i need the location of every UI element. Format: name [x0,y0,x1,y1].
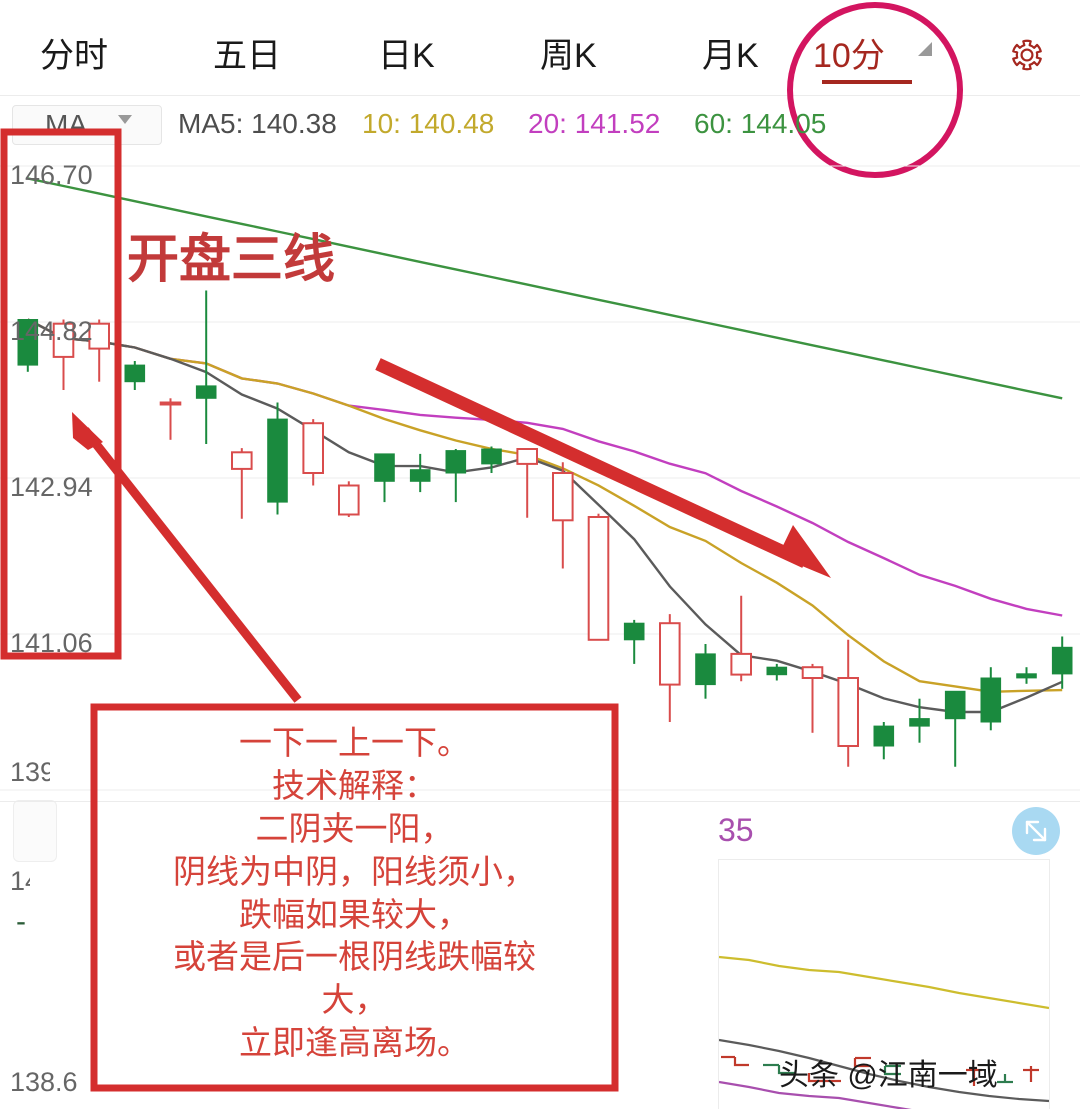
svg-text:开盘三线: 开盘三线 [127,231,335,289]
